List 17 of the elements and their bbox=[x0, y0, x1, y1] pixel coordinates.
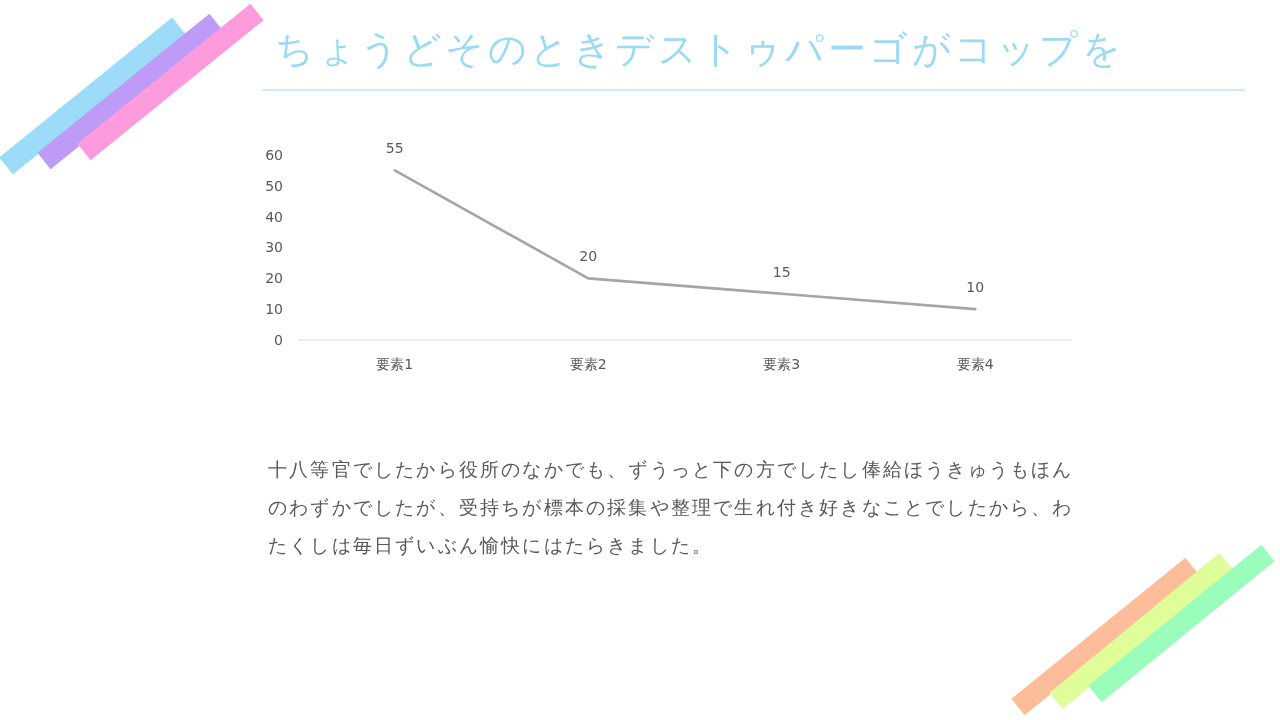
data-label: 15 bbox=[772, 263, 791, 280]
y-tick-label: 30 bbox=[265, 239, 283, 256]
text: 十八等官でしたから役所のなかでも、ずうっと下の方でしたし俸給ほうきゅうもほんのわずかでしたが、受持ちが標本の採集や整理で生れ付き好きなことでしたから、わたくしは毎日ずいぶん愉快にはたらきました。 bbox=[268, 457, 1075, 558]
x-tick-label: 要素1 bbox=[376, 355, 414, 372]
x-tick-label: 要素4 bbox=[956, 355, 994, 372]
y-tick-label: 10 bbox=[265, 301, 283, 318]
y-tick-label: 60 bbox=[265, 146, 283, 163]
y-tick-label: 0 bbox=[274, 331, 283, 348]
y-tick-label: 20 bbox=[265, 270, 283, 287]
data-label: 10 bbox=[966, 279, 985, 296]
chart-title: ちょうどそのときデストゥパーゴがコップを bbox=[275, 27, 1124, 71]
y-tick-label: 50 bbox=[265, 177, 283, 194]
x-tick-label: 要素2 bbox=[569, 355, 607, 372]
x-tick-label: 要素3 bbox=[763, 355, 801, 372]
y-tick-label: 40 bbox=[265, 208, 283, 225]
data-label: 20 bbox=[579, 248, 598, 265]
data-label: 55 bbox=[385, 140, 404, 157]
